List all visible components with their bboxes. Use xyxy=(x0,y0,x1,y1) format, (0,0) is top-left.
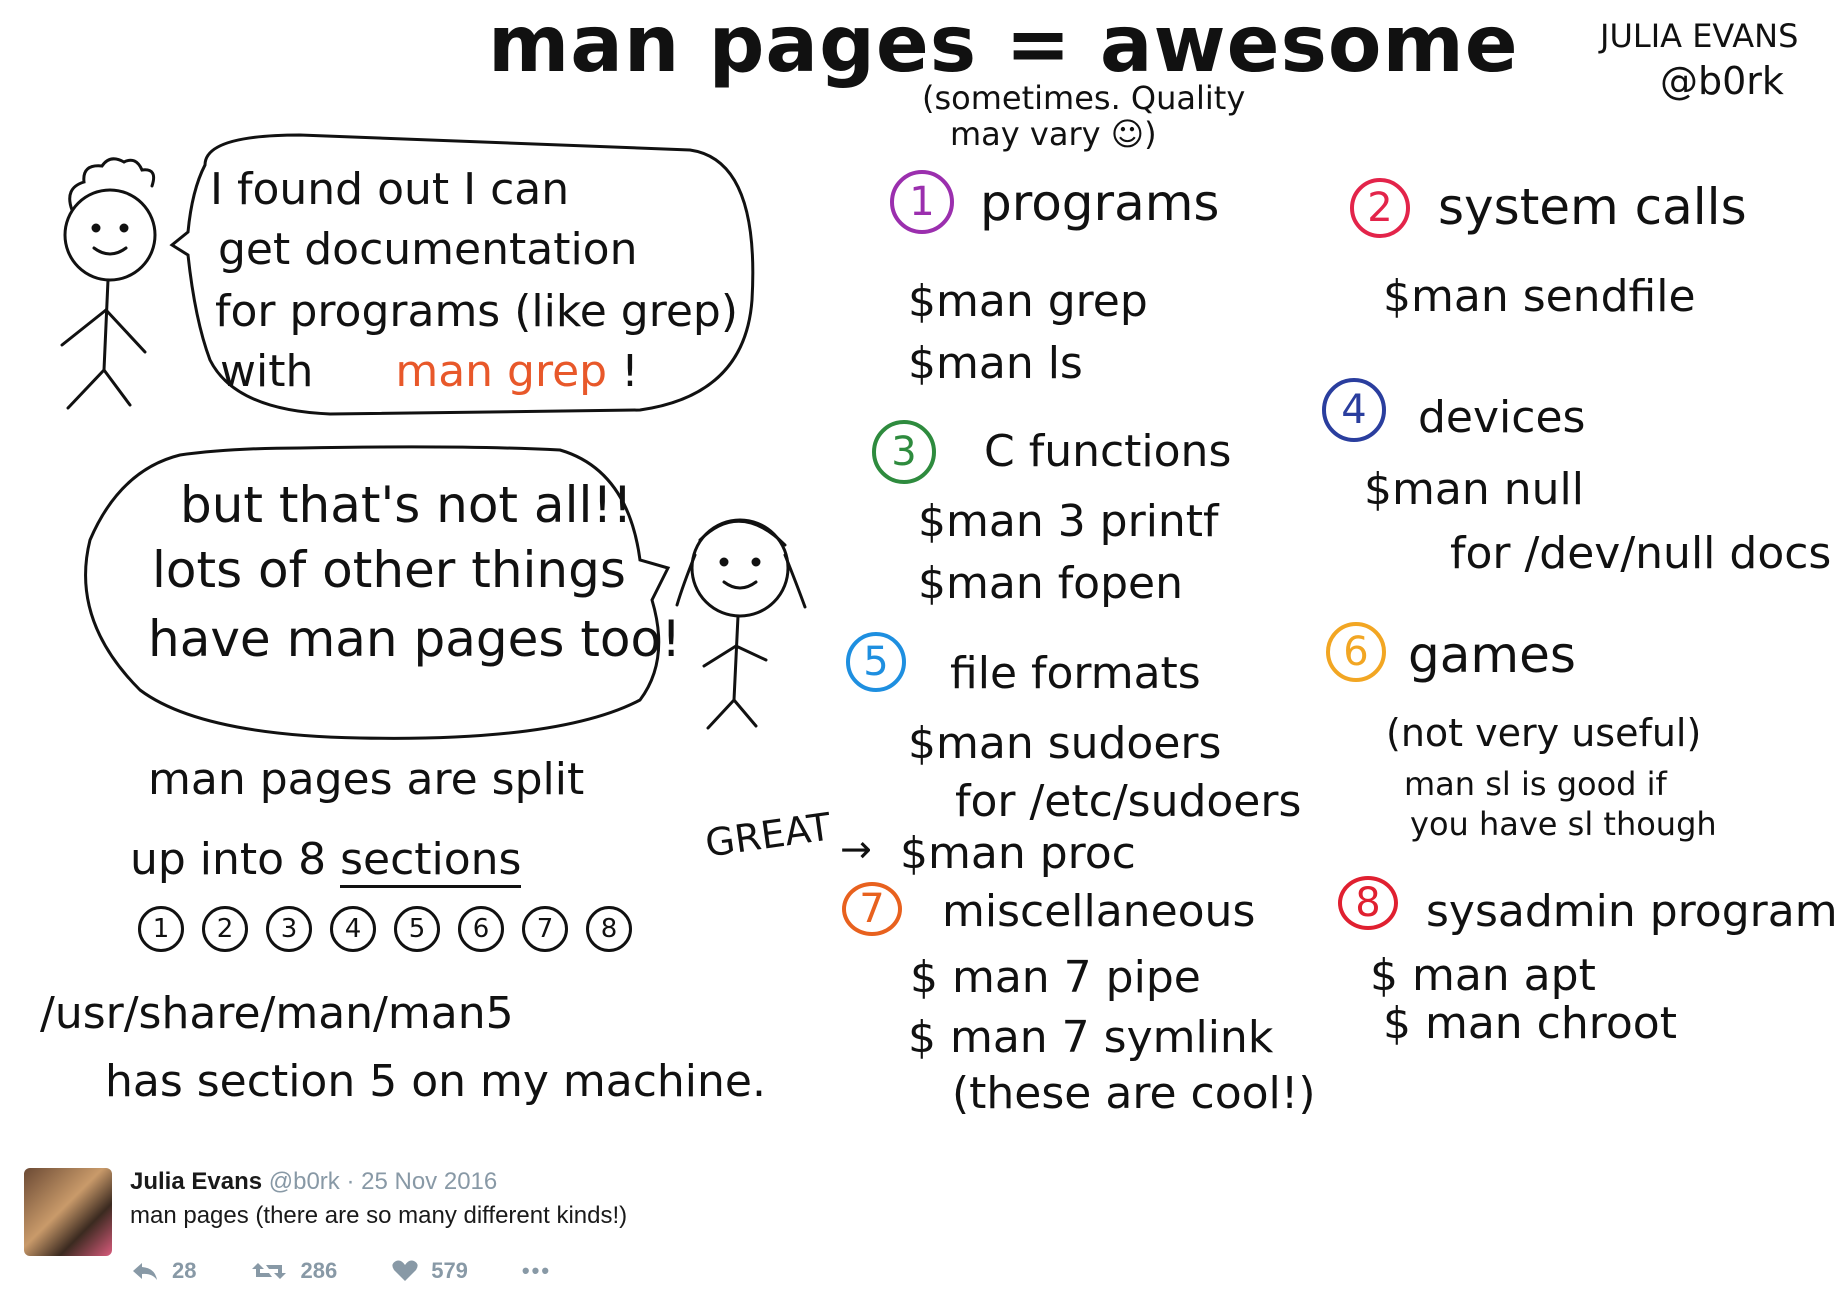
bubble2-line-3: have man pages too! xyxy=(148,610,682,668)
long-hair-figure xyxy=(675,518,807,730)
section-6-badge: 6 xyxy=(1326,622,1386,682)
bubble1-with-word: with xyxy=(220,346,314,397)
tweet-footer: Julia Evans @b0rk · 25 Nov 2016 man page… xyxy=(0,1150,1838,1294)
like-count: 579 xyxy=(431,1258,468,1283)
section-5-line-2: for /etc/sudoers xyxy=(955,776,1302,827)
section-4-badge: 4 xyxy=(1322,378,1386,442)
section-1-line-2: $man ls xyxy=(908,338,1083,389)
retweet-count: 286 xyxy=(300,1258,338,1283)
section-8-name: sysadmin programs xyxy=(1426,886,1838,937)
more-icon: ••• xyxy=(521,1258,552,1283)
section-4-name: devices xyxy=(1418,392,1586,443)
author-handle: @b0rk xyxy=(1660,59,1784,103)
section-circle-4: 4 xyxy=(330,906,376,952)
tweet-author-name[interactable]: Julia Evans xyxy=(130,1168,263,1195)
bubble2-line-2: lots of other things xyxy=(152,541,626,599)
section-circle-5: 5 xyxy=(394,906,440,952)
tweet-text: man pages (there are so many different k… xyxy=(130,1202,628,1229)
section-8-line-1: $ man apt xyxy=(1370,950,1596,1001)
section-circle-7: 7 xyxy=(522,906,568,952)
section-3-name: C functions xyxy=(984,426,1232,477)
section-7-line-1: $ man 7 pipe xyxy=(910,952,1201,1003)
reply-icon xyxy=(133,1263,157,1280)
section-8-line-2: $ man chroot xyxy=(1383,998,1677,1049)
section-7-line-3: (these are cool!) xyxy=(952,1068,1316,1119)
tweet-actions: 28 286 579 ••• xyxy=(130,1258,551,1284)
section-1-line-1: $man grep xyxy=(908,276,1148,327)
like-button[interactable]: 579 xyxy=(391,1258,468,1284)
section-circle-6: 6 xyxy=(458,906,504,952)
section-3-line-1: $man 3 printf xyxy=(918,496,1219,547)
speech-bubble-2 xyxy=(84,445,671,740)
speech-bubble-1 xyxy=(169,133,755,416)
section-7-name: miscellaneous xyxy=(942,886,1256,937)
great-arrow: → xyxy=(840,827,872,871)
bubble1-exclaim: ! xyxy=(621,346,639,397)
section-circle-2: 2 xyxy=(202,906,248,952)
section-3-badge: 3 xyxy=(872,420,936,484)
reply-button[interactable]: 28 xyxy=(130,1258,196,1284)
section-6-line-1: (not very useful) xyxy=(1386,711,1702,755)
more-options-button[interactable]: ••• xyxy=(522,1258,551,1284)
section-6-line-3: you have sl though xyxy=(1410,805,1717,843)
curly-hair-figure xyxy=(60,157,157,410)
section-number-row: 1 2 3 4 5 6 7 8 xyxy=(138,906,658,956)
section-5-badge: 5 xyxy=(846,632,906,692)
section-4-line-1: $man null xyxy=(1364,464,1584,515)
section-4-line-2: for /dev/null docs xyxy=(1450,528,1832,579)
author-name: JULIA EVANS xyxy=(1600,17,1799,55)
avatar[interactable] xyxy=(24,1168,112,1256)
path-line-2: has section 5 on my machine. xyxy=(105,1056,766,1107)
section-8-badge: 8 xyxy=(1338,876,1398,930)
split-sections-word: sections xyxy=(340,834,522,888)
path-line-1: /usr/share/man/man5 xyxy=(40,988,514,1039)
section-5-name: file formats xyxy=(950,648,1201,699)
section-2-line-1: $man sendfile xyxy=(1383,271,1696,322)
section-5-line-1: $man sudoers xyxy=(908,718,1222,769)
section-7-line-2: $ man 7 symlink xyxy=(908,1012,1274,1063)
bubble2-line-1: but that's not all!! xyxy=(180,476,633,534)
bubble1-line-2: get documentation xyxy=(218,224,638,275)
section-2-name: system calls xyxy=(1438,178,1747,236)
section-1-badge: 1 xyxy=(890,170,954,234)
section-circle-1: 1 xyxy=(138,906,184,952)
retweet-icon xyxy=(252,1263,287,1279)
bubble1-man-grep: man grep xyxy=(395,346,608,397)
split-line-1: man pages are split xyxy=(148,754,585,805)
bubble1-line-3: for programs (like grep) xyxy=(215,286,739,337)
split-prefix: up into 8 xyxy=(130,834,327,885)
bubble1-line-4: with man grep ! xyxy=(220,350,639,394)
tweet-author[interactable]: Julia Evans @b0rk · 25 Nov 2016 xyxy=(130,1168,497,1196)
line-art xyxy=(60,133,807,740)
retweet-button[interactable]: 286 xyxy=(250,1258,337,1284)
section-2-badge: 2 xyxy=(1350,178,1410,238)
page-title: man pages = awesome xyxy=(488,0,1519,90)
subtitle-line-1: (sometimes. Quality xyxy=(922,79,1246,117)
section-6-name: games xyxy=(1408,626,1576,684)
section-7-badge: 7 xyxy=(842,882,902,936)
section-circle-8: 8 xyxy=(586,906,632,952)
split-line-2: up into 8 sections xyxy=(130,834,522,888)
bubble1-line-1: I found out I can xyxy=(210,164,570,215)
tweet-handle-date[interactable]: @b0rk · 25 Nov 2016 xyxy=(268,1168,498,1195)
section-6-line-2: man sl is good if xyxy=(1404,765,1667,803)
section-3-line-2: $man fopen xyxy=(918,558,1183,609)
section-5-line-3: $man proc xyxy=(900,828,1136,879)
heart-icon xyxy=(392,1260,418,1281)
subtitle-line-2: may vary ☺) xyxy=(950,115,1157,153)
section-1-name: programs xyxy=(980,174,1220,232)
reply-count: 28 xyxy=(172,1258,197,1283)
section-circle-3: 3 xyxy=(266,906,312,952)
